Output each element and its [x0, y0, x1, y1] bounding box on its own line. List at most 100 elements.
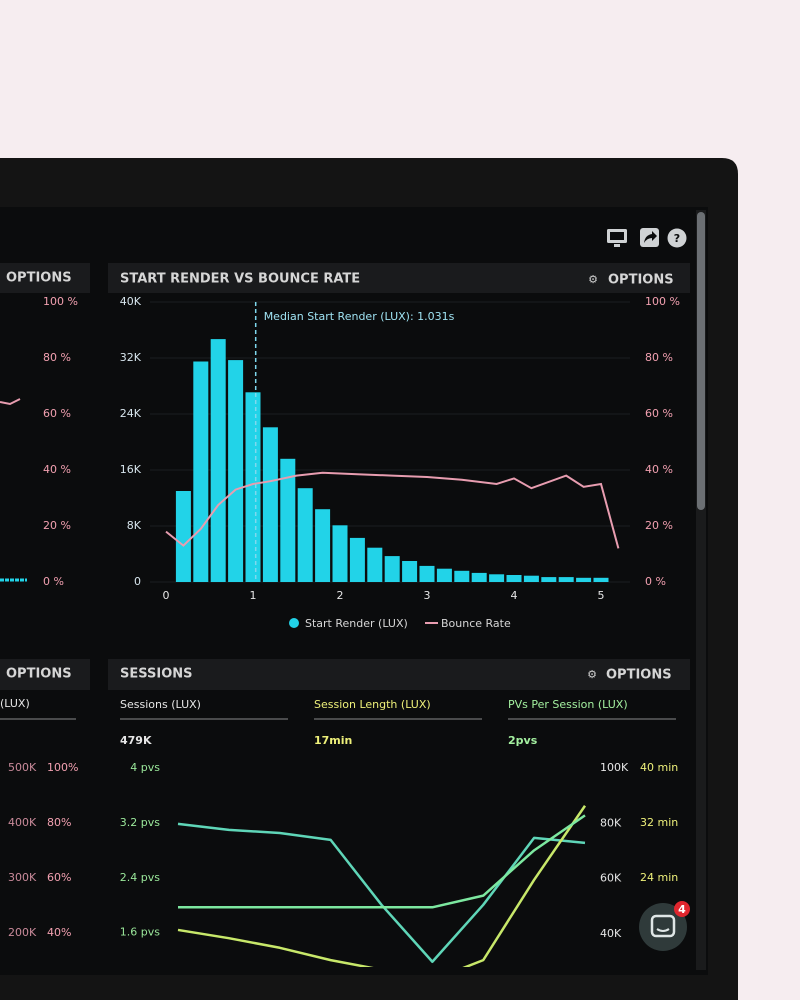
axis-label: 300K — [8, 871, 37, 884]
y-tick-label: 1.6 pvs — [120, 926, 160, 939]
y-tick-label: 3.2 pvs — [120, 816, 160, 829]
y-tick-label: 24K — [120, 407, 142, 420]
y-tick-label: 60K — [600, 872, 622, 885]
gear-icon: ⚙ — [587, 668, 597, 681]
panel-header — [108, 659, 690, 690]
bar — [489, 574, 505, 582]
x-tick-label: 3 — [424, 589, 431, 602]
axis-label: 40 % — [43, 463, 71, 476]
toolbar: ? — [607, 228, 687, 248]
y-tick-label: 40K — [120, 295, 142, 308]
y2-tick-label: 100 % — [645, 295, 680, 308]
axis-label: 100% — [47, 761, 78, 774]
y2-tick-label: 80 % — [645, 351, 673, 364]
bar — [506, 575, 522, 582]
axis-label: 40% — [47, 926, 71, 939]
bar — [454, 570, 470, 582]
bar — [210, 339, 226, 582]
y-tick-label: 0 — [134, 575, 141, 588]
options-button[interactable]: OPTIONS — [6, 271, 72, 286]
help-icon[interactable]: ? — [667, 228, 687, 248]
y-tick-label: 80K — [600, 816, 622, 829]
x-tick-label: 5 — [598, 589, 605, 602]
stat-value: 479K — [120, 734, 152, 747]
monitor-icon[interactable] — [607, 229, 627, 247]
y-tick-label: 16K — [120, 463, 142, 476]
y2-tick-label: 0 % — [645, 575, 666, 588]
stat-header: (LUX) — [0, 697, 30, 710]
line — [177, 805, 587, 967]
bar — [245, 392, 261, 582]
bar — [402, 561, 418, 582]
plot-area — [177, 805, 587, 967]
line — [165, 471, 620, 549]
bar — [419, 565, 435, 582]
badge-count: 4 — [678, 903, 686, 916]
chat-bubble[interactable] — [639, 903, 687, 951]
bar — [349, 537, 365, 582]
legend-label: Start Render (LUX) — [305, 617, 408, 630]
screen — [0, 207, 708, 975]
share-icon[interactable] — [640, 228, 659, 247]
options-button[interactable]: OPTIONS — [606, 668, 672, 683]
y2-tick-label: 20 % — [645, 519, 673, 532]
chat-icon — [656, 928, 670, 932]
options-button[interactable]: OPTIONS — [6, 667, 72, 682]
y-tick-label: 24 min — [640, 871, 678, 884]
bar — [315, 509, 331, 582]
scroll-thumb[interactable] — [697, 212, 705, 510]
legend-swatch — [289, 618, 299, 628]
bar — [384, 556, 400, 582]
gear-icon: ⚙ — [588, 273, 598, 286]
legend-label: Bounce Rate — [441, 617, 511, 630]
y-tick-label: 100K — [600, 761, 629, 774]
bar — [193, 361, 209, 582]
bar — [280, 458, 296, 582]
axis-label: 400K — [8, 816, 37, 829]
panel-header — [0, 659, 90, 690]
stat-value: 2pvs — [508, 734, 538, 747]
scroll-track — [696, 210, 706, 970]
axis-label: 80% — [47, 816, 71, 829]
stat-header: PVs Per Session (LUX) — [508, 698, 628, 711]
bar — [332, 525, 348, 582]
stat-header: Session Length (LUX) — [314, 698, 431, 711]
bar — [558, 577, 574, 582]
svg-text:?: ? — [674, 232, 680, 245]
x-tick-label: 4 — [511, 589, 518, 602]
axis-label: 60% — [47, 871, 71, 884]
panel-title: SESSIONS — [120, 667, 193, 682]
y-tick-label: 40 min — [640, 761, 678, 774]
y-tick-label: 32K — [120, 351, 142, 364]
axis-label: 80 % — [43, 351, 71, 364]
y-tick-label: 40K — [600, 927, 622, 940]
bar — [471, 572, 487, 582]
axis-label: 20 % — [43, 519, 71, 532]
bar — [297, 488, 313, 582]
bar — [523, 575, 539, 582]
axis-label: 200K — [8, 926, 37, 939]
bar — [367, 547, 383, 582]
bar — [541, 577, 557, 582]
chat-widget[interactable]: 4 — [639, 901, 690, 951]
stat-header: Sessions (LUX) — [120, 698, 201, 711]
axis-label: 0 % — [43, 575, 64, 588]
badge — [674, 901, 690, 917]
bar — [228, 360, 244, 582]
x-tick-label: 2 — [337, 589, 344, 602]
y2-tick-label: 60 % — [645, 407, 673, 420]
line — [178, 814, 586, 909]
x-tick-label: 1 — [250, 589, 257, 602]
y-tick-label: 8K — [127, 519, 142, 532]
stat-value: 17min — [314, 734, 352, 747]
bar — [436, 568, 452, 582]
bar — [262, 427, 278, 582]
bar — [576, 577, 592, 582]
y-tick-label: 32 min — [640, 816, 678, 829]
options-button[interactable]: OPTIONS — [608, 273, 674, 288]
partial-line — [0, 398, 21, 406]
panel-header — [108, 263, 690, 293]
y2-tick-label: 40 % — [645, 463, 673, 476]
